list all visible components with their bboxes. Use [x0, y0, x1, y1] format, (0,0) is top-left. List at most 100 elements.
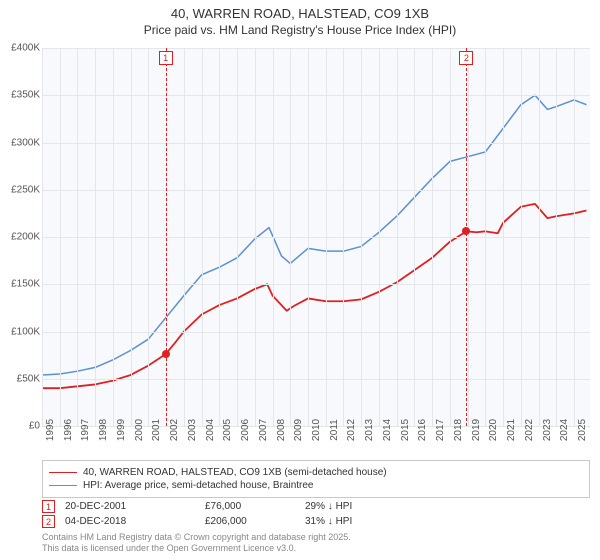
- x-tick-label: 2007: [258, 419, 269, 441]
- gridline-v: [219, 48, 220, 426]
- x-tick-label: 2024: [559, 419, 570, 441]
- gridline-v: [202, 48, 203, 426]
- x-tick-label: 2014: [382, 419, 393, 441]
- gridline-v: [574, 48, 575, 426]
- gridline-v: [148, 48, 149, 426]
- series-line-hpi: [42, 95, 586, 375]
- gridline-h: [42, 332, 590, 333]
- x-tick-label: 2006: [240, 419, 251, 441]
- series-line-price_paid: [42, 204, 586, 388]
- x-tick-label: 1998: [98, 419, 109, 441]
- marker-badge-1: 1: [42, 500, 55, 513]
- marker-row-2: 2 04-DEC-2018 £206,000 31% ↓ HPI: [42, 515, 590, 528]
- marker-date-2: 04-DEC-2018: [65, 516, 205, 527]
- gridline-v: [485, 48, 486, 426]
- y-tick-label: £250K: [11, 184, 40, 195]
- gridline-v: [273, 48, 274, 426]
- gridline-v: [290, 48, 291, 426]
- x-tick-label: 2008: [276, 419, 287, 441]
- gridline-v: [255, 48, 256, 426]
- x-tick-label: 2023: [542, 419, 553, 441]
- gridline-v: [77, 48, 78, 426]
- y-tick-label: £350K: [11, 90, 40, 101]
- gridline-v: [503, 48, 504, 426]
- attribution-line2: This data is licensed under the Open Gov…: [42, 543, 590, 554]
- gridline-v: [361, 48, 362, 426]
- x-tick-label: 2013: [364, 419, 375, 441]
- marker-badge-2: 2: [42, 515, 55, 528]
- marker-price-2: £206,000: [205, 516, 305, 527]
- x-tick-label: 2004: [205, 419, 216, 441]
- x-tick-label: 2010: [311, 419, 322, 441]
- x-tick-label: 2016: [417, 419, 428, 441]
- marker-box: 1: [159, 51, 173, 65]
- gridline-v: [397, 48, 398, 426]
- gridline-v: [343, 48, 344, 426]
- gridline-v: [468, 48, 469, 426]
- gridline-v: [95, 48, 96, 426]
- gridline-h: [42, 143, 590, 144]
- gridline-v: [539, 48, 540, 426]
- y-tick-label: £400K: [11, 43, 40, 54]
- y-axis: £0£50K£100K£150K£200K£250K£300K£350K£400…: [0, 48, 42, 426]
- x-tick-label: 2002: [169, 419, 180, 441]
- x-tick-label: 2003: [187, 419, 198, 441]
- x-tick-label: 2012: [346, 419, 357, 441]
- gridline-v: [237, 48, 238, 426]
- x-tick-label: 2009: [293, 419, 304, 441]
- gridline-v: [113, 48, 114, 426]
- x-tick-label: 2000: [134, 419, 145, 441]
- gridline-h: [42, 48, 590, 49]
- x-tick-label: 1995: [45, 419, 56, 441]
- gridline-v: [60, 48, 61, 426]
- gridline-v: [184, 48, 185, 426]
- marker-line: [166, 48, 167, 426]
- x-tick-label: 1996: [63, 419, 74, 441]
- chart-plot-area: 12: [42, 48, 590, 426]
- x-tick-label: 2025: [577, 419, 588, 441]
- y-tick-label: £50K: [17, 373, 40, 384]
- gridline-v: [414, 48, 415, 426]
- x-tick-label: 2001: [151, 419, 162, 441]
- gridline-v: [432, 48, 433, 426]
- y-tick-label: £100K: [11, 326, 40, 337]
- gridline-v: [42, 48, 43, 426]
- attribution: Contains HM Land Registry data © Crown c…: [42, 532, 590, 555]
- y-tick-label: £300K: [11, 137, 40, 148]
- gridline-v: [450, 48, 451, 426]
- marker-price-1: £76,000: [205, 501, 305, 512]
- chart-title-block: 40, WARREN ROAD, HALSTEAD, CO9 1XB Price…: [0, 0, 600, 39]
- legend-swatch-price-paid: [49, 472, 77, 474]
- gridline-h: [42, 237, 590, 238]
- x-tick-label: 2018: [453, 419, 464, 441]
- x-tick-label: 2011: [329, 419, 340, 441]
- legend-item-hpi: HPI: Average price, semi-detached house,…: [49, 480, 583, 491]
- x-tick-label: 2015: [400, 419, 411, 441]
- x-tick-label: 2022: [524, 419, 535, 441]
- attribution-line1: Contains HM Land Registry data © Crown c…: [42, 532, 590, 543]
- x-tick-label: 1999: [116, 419, 127, 441]
- marker-pct-1: 29% ↓ HPI: [305, 501, 425, 512]
- y-tick-label: £200K: [11, 232, 40, 243]
- gridline-v: [308, 48, 309, 426]
- legend-label-hpi: HPI: Average price, semi-detached house,…: [83, 480, 314, 491]
- y-tick-label: £0: [29, 421, 40, 432]
- marker-box: 2: [459, 51, 473, 65]
- x-tick-label: 2017: [435, 419, 446, 441]
- marker-line: [466, 48, 467, 426]
- marker-dot: [462, 227, 470, 235]
- legend-item-price-paid: 40, WARREN ROAD, HALSTEAD, CO9 1XB (semi…: [49, 467, 583, 478]
- marker-row-1: 1 20-DEC-2001 £76,000 29% ↓ HPI: [42, 500, 590, 513]
- gridline-h: [42, 95, 590, 96]
- title-line1: 40, WARREN ROAD, HALSTEAD, CO9 1XB: [0, 6, 600, 21]
- x-tick-label: 2019: [471, 419, 482, 441]
- x-tick-label: 2020: [488, 419, 499, 441]
- gridline-v: [556, 48, 557, 426]
- gridline-v: [379, 48, 380, 426]
- gridline-v: [326, 48, 327, 426]
- gridline-v: [131, 48, 132, 426]
- marker-table: 1 20-DEC-2001 £76,000 29% ↓ HPI 2 04-DEC…: [42, 498, 590, 530]
- legend: 40, WARREN ROAD, HALSTEAD, CO9 1XB (semi…: [42, 460, 590, 498]
- legend-swatch-hpi: [49, 485, 77, 487]
- x-tick-label: 1997: [80, 419, 91, 441]
